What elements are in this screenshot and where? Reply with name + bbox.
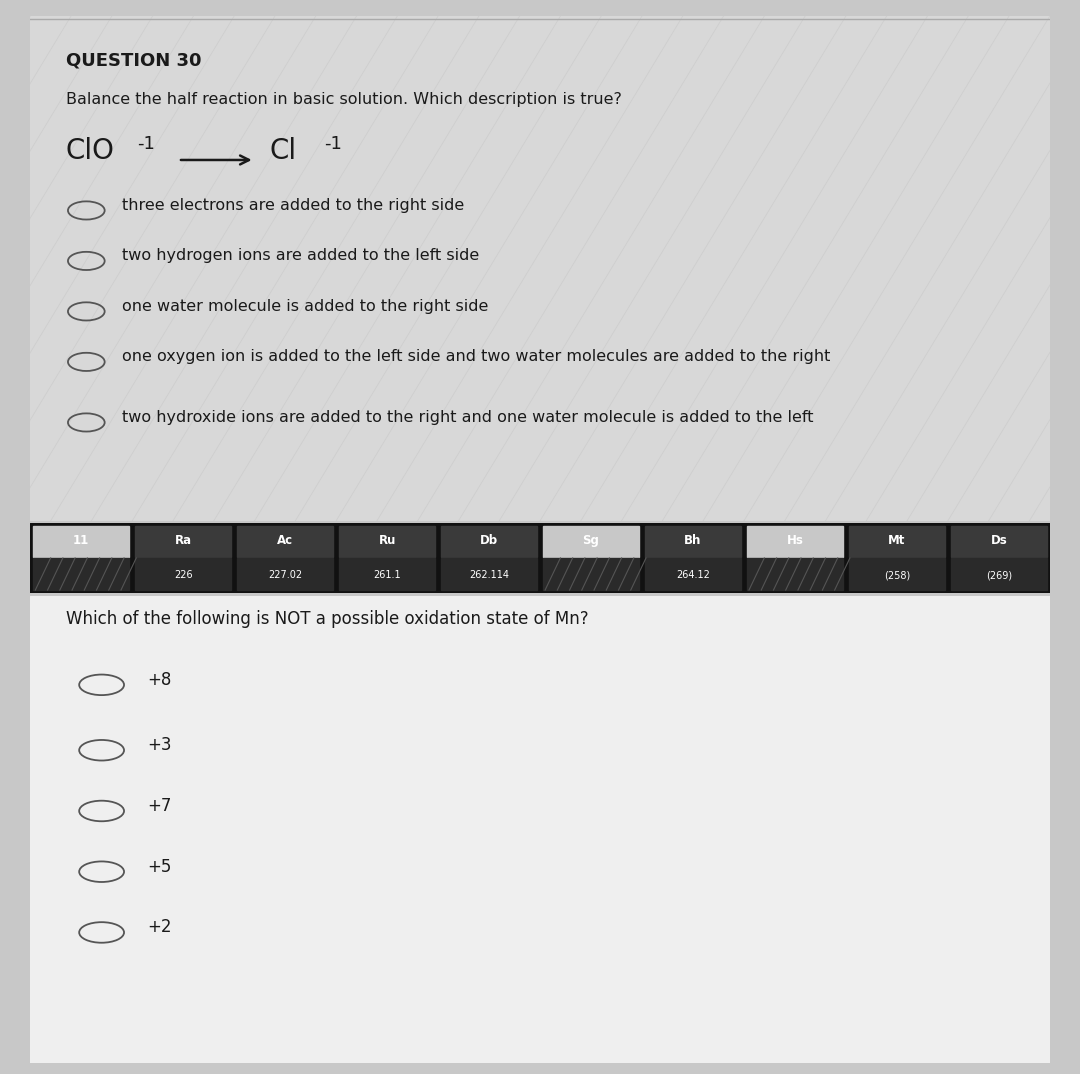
Text: three electrons are added to the right side: three electrons are added to the right s…: [122, 198, 464, 213]
Text: Bh: Bh: [685, 534, 702, 547]
Bar: [950, 558, 1047, 590]
Text: -1: -1: [137, 134, 156, 153]
Bar: [33, 558, 130, 590]
Bar: [238, 558, 333, 590]
Text: +7: +7: [148, 797, 172, 815]
Text: +3: +3: [148, 737, 172, 754]
Bar: [339, 558, 435, 590]
Text: Sg: Sg: [582, 534, 599, 547]
Bar: [135, 558, 231, 590]
Bar: [238, 526, 333, 556]
Text: Db: Db: [480, 534, 498, 547]
Bar: [441, 558, 537, 590]
Text: Ra: Ra: [175, 534, 192, 547]
Text: 227.02: 227.02: [268, 570, 302, 580]
Text: (258): (258): [883, 570, 910, 580]
Bar: [950, 526, 1047, 556]
Text: Which of the following is NOT a possible oxidation state of Mn?: Which of the following is NOT a possible…: [66, 610, 589, 628]
Bar: [849, 526, 945, 556]
Text: Ac: Ac: [278, 534, 293, 547]
Bar: [645, 558, 741, 590]
Bar: [849, 558, 945, 590]
Bar: [33, 526, 130, 556]
Text: Cl: Cl: [270, 137, 297, 165]
Text: Mt: Mt: [888, 534, 905, 547]
Text: -1: -1: [324, 134, 341, 153]
Text: Ds: Ds: [990, 534, 1008, 547]
Text: Balance the half reaction in basic solution. Which description is true?: Balance the half reaction in basic solut…: [66, 92, 622, 106]
Text: Hs: Hs: [786, 534, 804, 547]
Text: one water molecule is added to the right side: one water molecule is added to the right…: [122, 299, 488, 314]
Bar: [645, 526, 741, 556]
Text: +2: +2: [148, 918, 172, 937]
Bar: [543, 558, 639, 590]
Text: 262.114: 262.114: [469, 570, 509, 580]
Bar: [135, 526, 231, 556]
Bar: [339, 526, 435, 556]
Text: Ru: Ru: [378, 534, 395, 547]
Text: 264.12: 264.12: [676, 570, 710, 580]
Text: +5: +5: [148, 858, 172, 875]
Bar: [747, 558, 842, 590]
Text: 226: 226: [174, 570, 192, 580]
Bar: [747, 526, 842, 556]
Text: two hydrogen ions are added to the left side: two hydrogen ions are added to the left …: [122, 248, 480, 263]
Text: (269): (269): [986, 570, 1012, 580]
Text: two hydroxide ions are added to the right and one water molecule is added to the: two hydroxide ions are added to the righ…: [122, 410, 813, 425]
Text: one oxygen ion is added to the left side and two water molecules are added to th: one oxygen ion is added to the left side…: [122, 349, 831, 364]
Bar: [543, 526, 639, 556]
Text: QUESTION 30: QUESTION 30: [66, 52, 202, 70]
Text: +8: +8: [148, 671, 172, 688]
Text: 261.1: 261.1: [374, 570, 401, 580]
Text: ClO: ClO: [66, 137, 114, 165]
Text: 11: 11: [73, 534, 90, 547]
Bar: [441, 526, 537, 556]
